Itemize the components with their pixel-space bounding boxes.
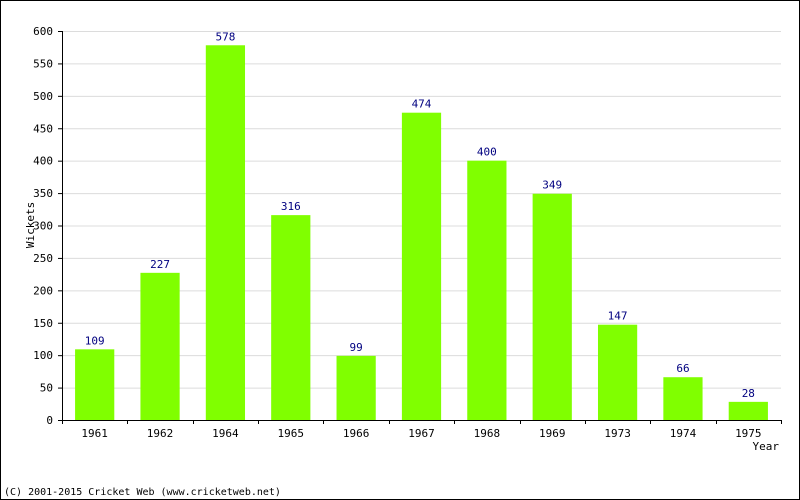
y-tick-label: 150 [33,317,53,330]
data-label: 349 [542,179,562,192]
y-tick-label: 0 [46,414,53,427]
x-tick-label: 1969 [539,427,566,440]
x-tick-label: 1962 [147,427,174,440]
bar [401,112,442,420]
bar [532,193,572,420]
bar [336,355,376,420]
y-tick-label: 400 [33,155,53,168]
y-tick-label: 450 [33,122,53,135]
x-tick-label: 1965 [278,427,305,440]
data-label: 227 [150,258,170,271]
y-tick-label: 350 [33,187,53,200]
x-axis-title: Year [753,440,780,453]
data-label: 66 [676,362,689,375]
x-tick-label: 1975 [735,427,762,440]
x-tick-label: 1961 [81,427,108,440]
x-tick-labels: 1961 1962 1964 1965 1966 1967 1968 1969 1973 1974… [81,427,761,440]
axes [58,31,782,424]
bar [467,160,507,420]
data-label: 474 [412,98,432,111]
data-label: 28 [742,387,755,400]
bar [271,215,311,420]
data-label: 147 [608,310,628,323]
y-tick-labels: 0 50 100 150 200 250 300 350 400 450 500 550 600 [33,25,53,427]
y-tick-label: 300 [33,220,53,233]
bar [75,349,115,420]
bar [140,272,180,420]
data-label: 316 [281,200,301,213]
x-tick-label: 1964 [212,427,239,440]
x-tick-label: 1967 [408,427,435,440]
y-tick-label: 50 [40,382,53,395]
x-tick-label: 1968 [474,427,501,440]
y-tick-label: 100 [33,349,53,362]
data-label: 109 [85,334,105,347]
y-tick-label: 500 [33,90,53,103]
y-tick-label: 250 [33,252,53,265]
y-tick-label: 600 [33,25,53,38]
bar [663,377,703,420]
data-label: 99 [350,341,363,354]
bar [597,324,638,420]
y-axis-title: Wickets [24,202,37,248]
x-tick-label: 1973 [604,427,631,440]
copyright-footer: (C) 2001-2015 Cricket Web (www.cricketwe… [4,487,281,498]
data-label: 400 [477,146,497,159]
x-tick-label: 1974 [670,427,697,440]
bars [75,45,768,420]
data-label: 578 [215,30,235,43]
y-tick-label: 550 [33,57,53,70]
data-labels: 109 227 578 316 99 474 400 349 147 66 28 [85,30,755,400]
x-tick-label: 1966 [343,427,370,440]
bar [205,45,246,420]
y-tick-label: 200 [33,284,53,297]
bar [728,401,768,420]
